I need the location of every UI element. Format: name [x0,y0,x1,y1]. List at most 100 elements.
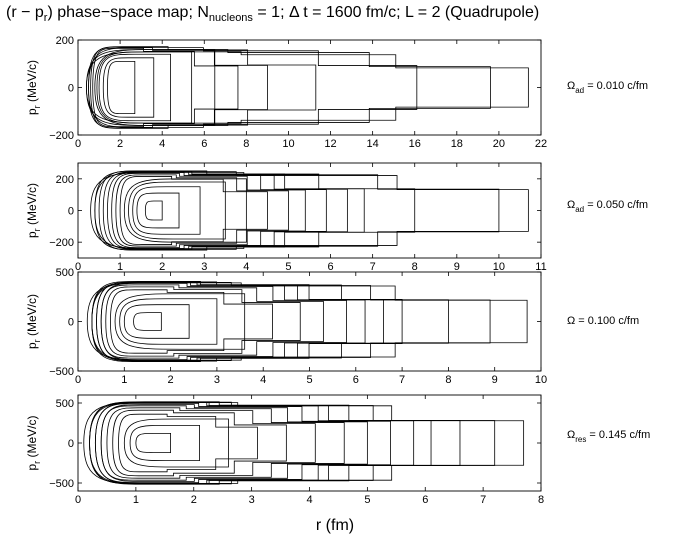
x-tick-label: 8 [538,494,544,506]
orbit-line [86,282,528,361]
x-tick-label: 6 [327,261,333,273]
orbit-line [123,418,229,468]
orbit-line [119,298,218,345]
orbit-line [90,46,268,129]
x-tick-label: 9 [454,261,460,273]
x-tick-label: 1 [133,494,139,506]
orbit-line [83,402,525,484]
omega-annotation: Ωres = 0.145 c/fm [567,429,650,444]
x-tick-label: 22 [535,138,547,150]
orbit-line [92,47,239,128]
x-tick-label: 14 [367,138,379,150]
omega-annotation: Ωad = 0.010 c/fm [567,80,648,95]
y-label-main: p [25,108,39,115]
axes-frame [77,162,542,259]
orbit-line [123,304,190,339]
x-tick-label: 10 [282,138,294,150]
x-tick-label: 4 [260,374,266,386]
orbit-line [112,409,287,477]
x-tick-label: 8 [445,374,451,386]
x-tick-label: 3 [214,374,220,386]
orbit-line [94,403,391,483]
orbit-line [106,407,316,479]
orbit-line [88,47,418,128]
x-tick-label: 0 [75,138,81,150]
y-tick-label: 0 [68,83,74,95]
orbit-series [86,281,528,362]
y-tick-label: 200 [56,174,74,186]
orbit-line [100,282,347,361]
x-tick-label: 11 [535,261,546,273]
y-label-unit: (MeV/c) [25,60,39,105]
y-axis-label: pr (MeV/c) [25,415,42,470]
x-tick-label: 6 [353,374,359,386]
orbit-line [111,172,306,249]
x-tick-label: 2 [117,138,123,150]
x-tick-label: 4 [306,494,312,506]
orbit-line [135,433,171,453]
title-subscript: r [43,12,48,25]
orbit-line [133,312,162,331]
x-tick-label: 7 [399,374,405,386]
x-tick-label: 2 [191,494,197,506]
y-tick-label: 0 [68,438,74,450]
y-label-subscript: r [32,339,42,342]
orbit-line [132,186,201,235]
orbit-line [86,49,491,126]
axes-frame [77,394,542,492]
orbit-line [100,404,368,482]
x-axis-label: r (fm) [316,517,354,534]
omega-value: = 0.050 c/fm [584,199,648,211]
orbit-line [119,176,268,245]
x-tick-label: 2 [168,374,174,386]
orbit-line [86,51,529,124]
orbit-line [96,51,193,124]
orbit-line [128,181,226,240]
x-tick-label: 10 [535,374,547,386]
y-tick-label: 0 [68,206,74,218]
title-part: ) phase−space map; N [47,4,209,21]
orbit-line [105,286,301,357]
x-tick-label: 10 [493,261,505,273]
x-tick-label: 5 [306,374,312,386]
x-tick-label: 5 [364,494,370,506]
orbit-line [91,281,491,362]
y-label-main: p [25,464,39,471]
orbit-line [110,289,273,354]
omega-subscript: res [575,435,586,444]
omega-subscript: ad [575,205,584,214]
y-axis-label: pr (MeV/c) [25,183,42,238]
omega-value: = 0.010 c/fm [584,80,648,92]
x-tick-label: 1 [121,374,127,386]
orbit-line [123,178,247,243]
y-tick-label: −500 [49,366,74,378]
x-tick-label: 18 [451,138,463,150]
orbit-series [90,170,529,251]
y-axis-label: pr (MeV/c) [25,294,42,349]
orbit-line [91,281,403,362]
omega-symbol: Ω [567,199,575,211]
orbit-line [107,60,136,115]
x-tick-label: 20 [493,138,505,150]
x-tick-label: 3 [201,261,207,273]
y-tick-label: −200 [49,237,74,249]
omega-symbol: Ω [567,429,575,441]
orbit-series [86,46,529,129]
x-tick-label: 7 [370,261,376,273]
orbit-series [83,401,525,485]
title-subscript: nucleons [208,12,253,25]
orbit-line [115,174,289,247]
orbit-line [88,46,317,129]
y-label-subscript: r [32,228,42,231]
x-tick-label: 4 [159,138,165,150]
x-tick-label: 1 [117,261,123,273]
y-label-subscript: r [32,105,42,108]
y-tick-label: 500 [56,398,74,410]
omega-value: = 0.100 c/fm [575,315,639,327]
orbit-line [100,405,345,481]
orbit-line [89,401,461,485]
